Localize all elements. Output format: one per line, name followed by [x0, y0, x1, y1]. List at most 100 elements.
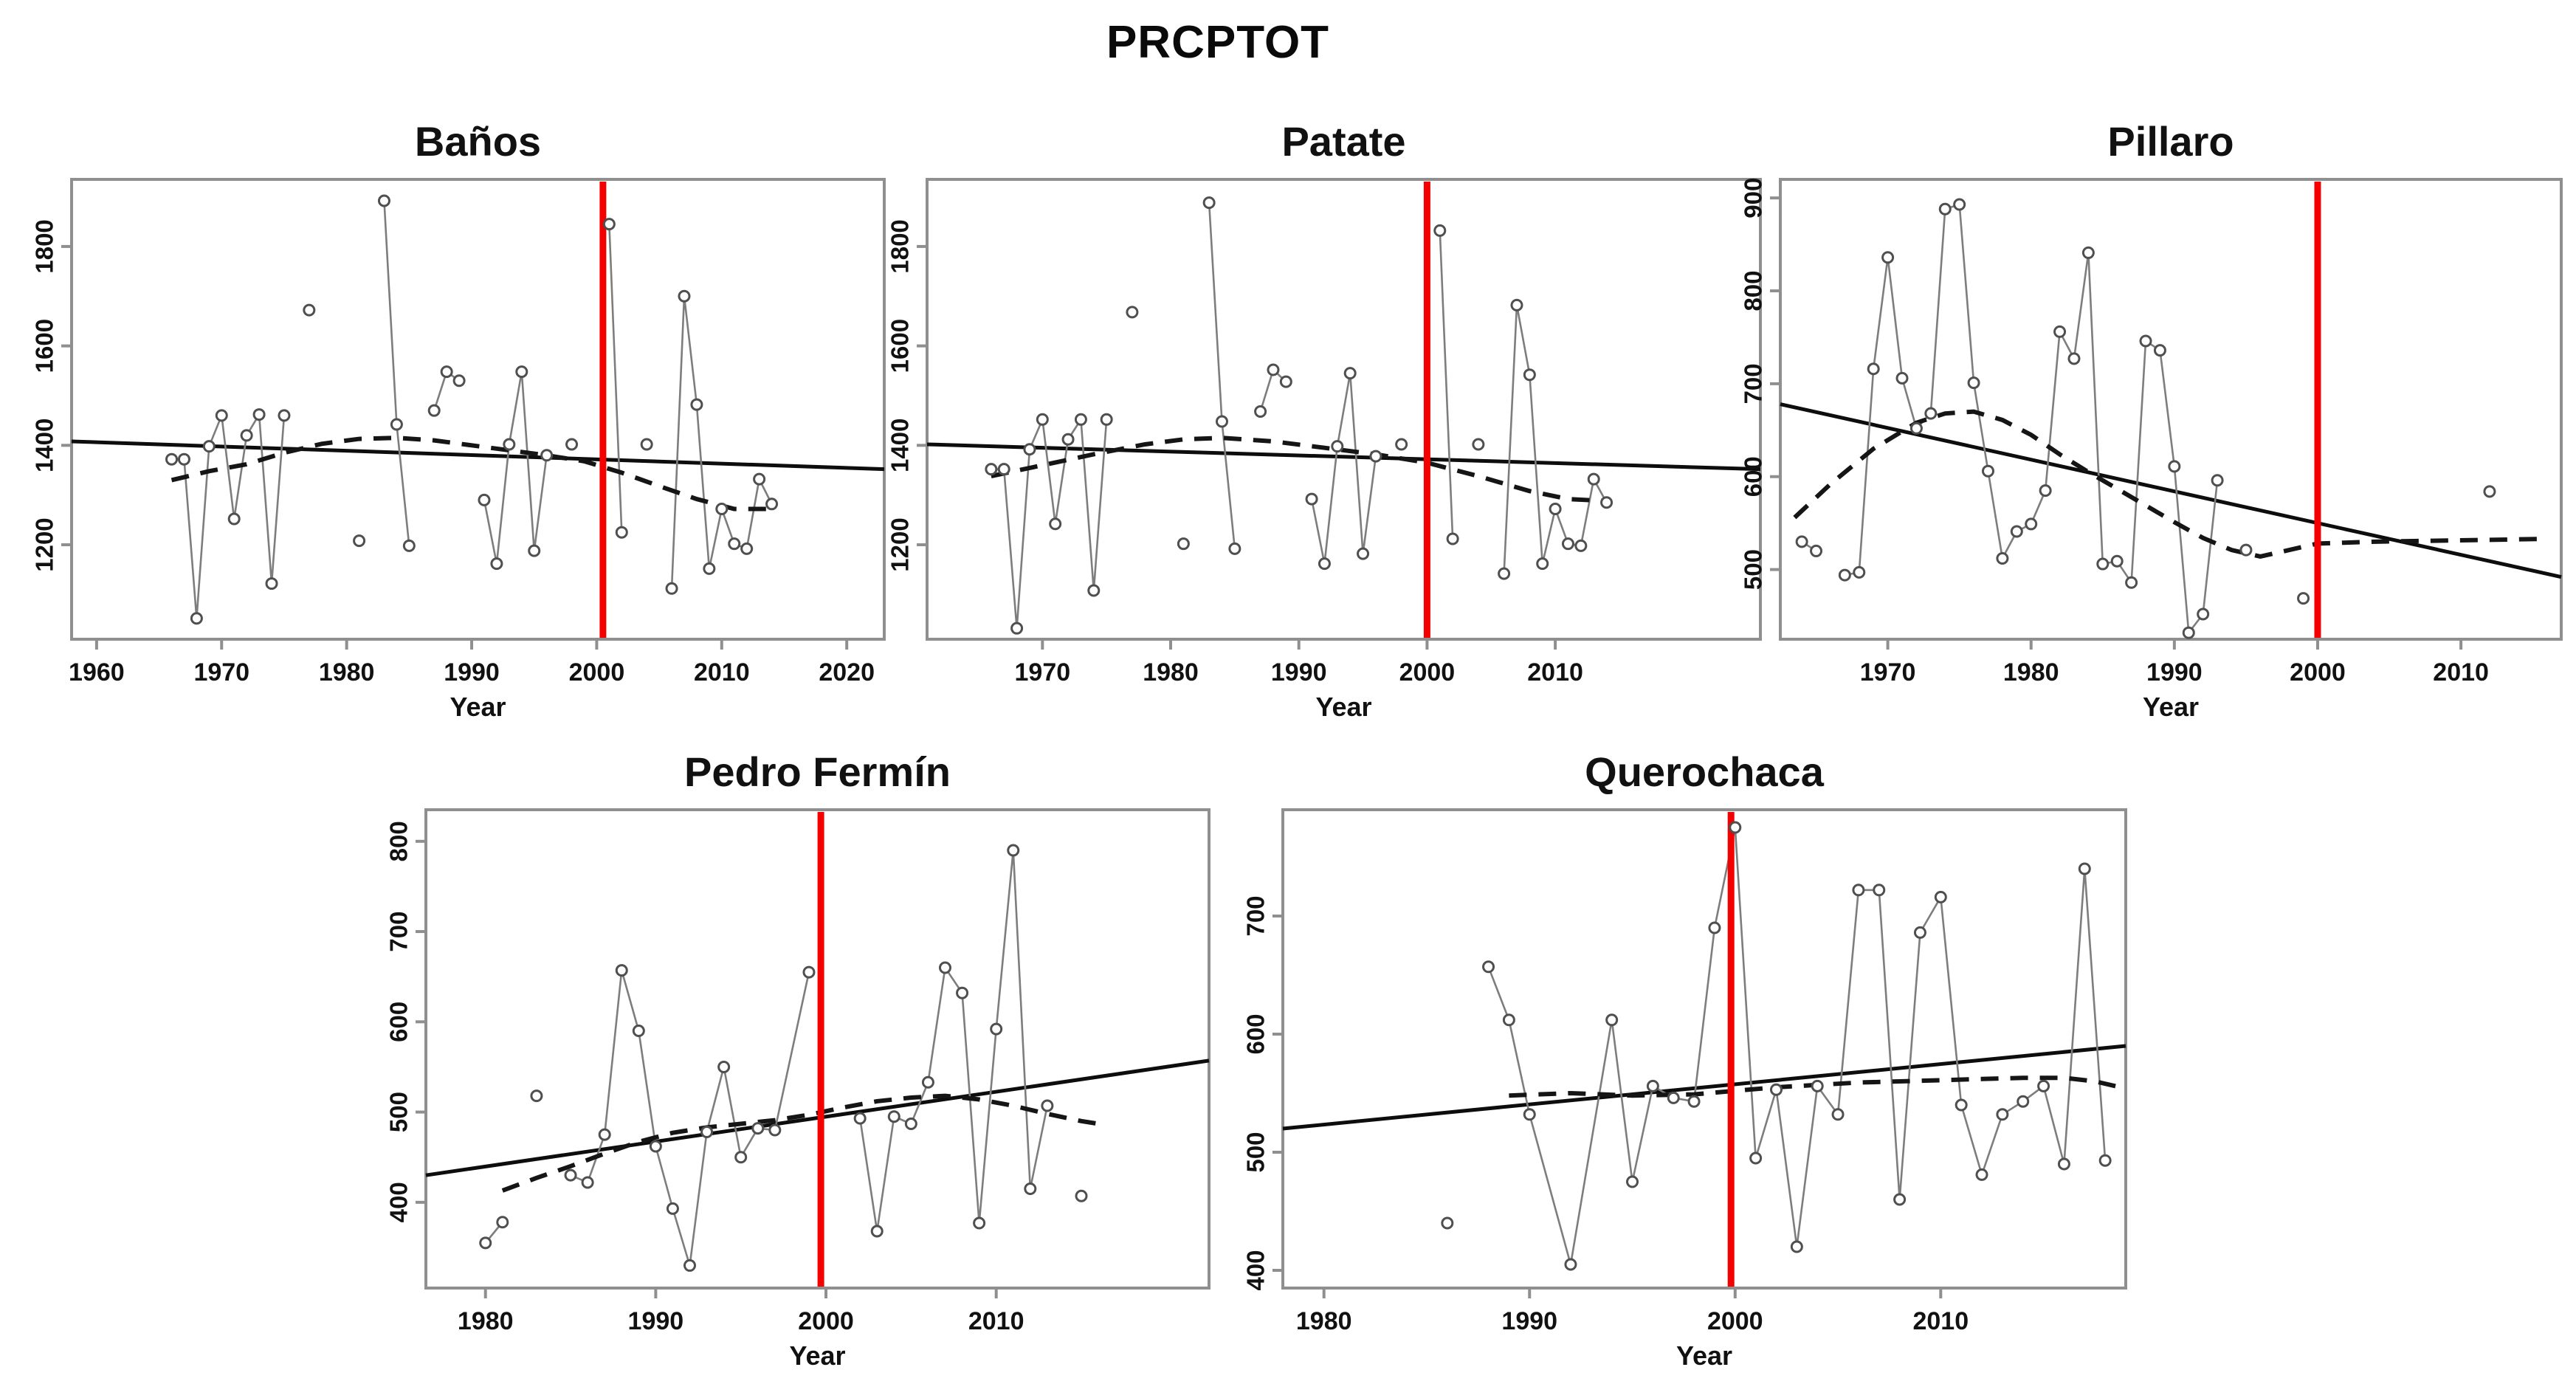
series-line: [991, 416, 1108, 629]
y-tick-label: 1400: [886, 419, 914, 472]
data-point: [215, 409, 228, 422]
x-tick-label: 2010: [1527, 658, 1583, 686]
data-point: [390, 418, 403, 431]
data-point: [479, 1236, 492, 1250]
plot-frame: [926, 178, 1762, 641]
series-line: [1503, 305, 1608, 574]
data-point: [1510, 298, 1523, 311]
data-point: [2025, 517, 2038, 531]
data-point: [2139, 334, 2152, 348]
data-point: [252, 408, 266, 421]
series-line: [608, 224, 623, 533]
data-point: [2057, 1157, 2070, 1171]
data-point: [1482, 960, 1495, 974]
data-point: [904, 1117, 917, 1130]
x-axis-label: Year: [789, 1340, 845, 1371]
y-tick-label: 700: [1740, 363, 1767, 404]
x-tick-label: 2000: [569, 658, 625, 686]
y-tick-label: 1600: [886, 319, 914, 373]
chart-pillaro: Pillaro 1970 1980 1990 2000 2010 Year 500 600 700…: [1740, 118, 2563, 722]
x-tick-label: 2010: [2433, 658, 2489, 686]
data-point: [1600, 496, 1614, 509]
series-line: [1845, 203, 2219, 636]
y-tick-label: 400: [1242, 1250, 1270, 1290]
data-point: [1010, 622, 1024, 635]
data-point: [1838, 568, 1851, 582]
data-point: [1574, 539, 1588, 552]
data-point: [700, 1125, 714, 1138]
data-point: [1215, 415, 1228, 428]
data-point: [768, 1123, 782, 1137]
data-point: [1036, 413, 1049, 426]
data-point: [2039, 484, 2052, 498]
data-point: [640, 438, 653, 451]
data-point: [734, 1151, 748, 1164]
chart-title: Querochaca: [1585, 748, 1825, 795]
data-point: [1913, 926, 1926, 939]
data-point: [177, 452, 190, 466]
data-point: [1472, 438, 1485, 451]
data-point: [1853, 565, 1866, 579]
data-point: [1228, 542, 1241, 555]
data-point: [765, 498, 779, 511]
data-point: [1881, 251, 1895, 264]
y-tick-label: 1200: [31, 517, 58, 571]
x-tick-label: 1980: [1296, 1307, 1352, 1335]
series-line: [1310, 373, 1377, 564]
y-tick-label: 400: [385, 1182, 413, 1222]
x-axis-label: Year: [1315, 692, 1371, 722]
data-point: [1953, 198, 1966, 211]
data-point: [2081, 246, 2095, 259]
data-point: [1561, 537, 1574, 551]
data-point: [921, 1075, 934, 1089]
data-point: [1267, 363, 1280, 376]
x-tick-label: 1990: [1501, 1307, 1557, 1335]
data-point: [870, 1225, 884, 1238]
loess-line: [1509, 1075, 2116, 1098]
data-point: [1909, 421, 1923, 435]
y-tick-label: 600: [385, 1002, 413, 1042]
x-tick-label: 2000: [1707, 1307, 1763, 1335]
data-point: [353, 534, 366, 548]
data-point: [1687, 1095, 1701, 1108]
trend-line: [1780, 402, 2562, 579]
data-point: [1924, 407, 1938, 420]
data-point: [1041, 1099, 1054, 1112]
data-point: [728, 537, 741, 551]
data-point: [496, 1216, 509, 1229]
x-axis-label: Year: [2143, 692, 2199, 722]
y-tick-label: 700: [1242, 895, 1270, 936]
data-point: [1100, 413, 1113, 426]
data-point: [530, 1089, 543, 1103]
data-point: [565, 438, 579, 451]
data-point: [1279, 375, 1292, 388]
data-point: [1810, 544, 1823, 557]
chart-title: Pillaro: [2107, 118, 2234, 165]
data-point: [190, 612, 203, 625]
data-point: [2168, 460, 2181, 473]
data-point: [678, 289, 691, 303]
y-tick-label: 1600: [31, 319, 58, 373]
x-tick-label: 2010: [1912, 1307, 1969, 1335]
chart-title: Baños: [415, 118, 541, 165]
series-line: [483, 371, 548, 564]
data-point: [1967, 376, 1980, 390]
y-tick-label: 1200: [886, 517, 914, 571]
data-point: [452, 374, 466, 388]
data-point: [1536, 557, 1549, 571]
data-point: [853, 1112, 867, 1125]
x-tick-label: 1980: [458, 1307, 514, 1335]
data-point: [1049, 517, 1062, 531]
y-tick-label: 1400: [31, 419, 58, 472]
trend-line: [425, 1058, 1210, 1177]
data-point: [1523, 1108, 1536, 1121]
chart-banos: Baños 1960 1970 1980 1990 2000 2010 2020 Year 120…: [31, 118, 886, 722]
y-tick-label: 600: [1740, 456, 1767, 497]
data-point: [649, 1140, 662, 1153]
data-point: [1254, 405, 1267, 419]
data-point: [1831, 1108, 1845, 1121]
plot-frame: [1281, 808, 2127, 1290]
data-point: [1446, 532, 1459, 545]
y-tick-label: 1800: [31, 219, 58, 273]
